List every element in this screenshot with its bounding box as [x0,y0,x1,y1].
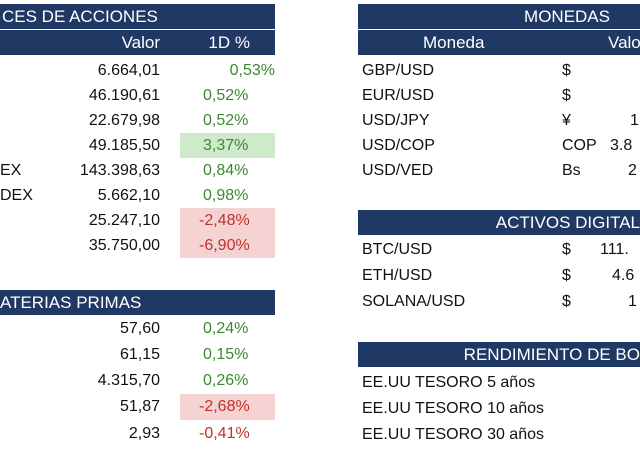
acciones-title-bar: CES DE ACCIONES [0,4,275,29]
table-row: 25.247,10 -2,48% [0,208,275,233]
table-row: ETH/USD $ 4.6 [362,263,640,288]
row-pair: SOLANA/USD [362,293,466,310]
row-change: 0,26% [203,372,249,389]
row-symbol: $ [562,87,571,104]
row-change: 0,15% [203,346,249,363]
row-label: EE.UU TESORO 30 años [362,426,544,443]
monedas-col-valor: Valo [608,33,640,52]
table-row: EE.UU TESORO 30 años [362,422,640,447]
row-change: -0,41% [199,425,250,442]
row-value: 111. [600,241,629,258]
table-row: 35.750,00 -6,90% [0,233,275,258]
row-valor: 25.247,10 [88,212,160,229]
row-pair: USD/JPY [362,112,430,129]
row-valor: 57,60 [119,320,160,337]
row-pair: USD/COP [362,137,435,154]
row-pair: EUR/USD [362,87,435,104]
row-pair: USD/VED [362,162,434,179]
row-valor: 49.185,50 [88,137,160,154]
monedas-col-moneda: Moneda [423,33,485,52]
monedas-title-bar: MONEDAS [358,4,640,29]
row-pair: GBP/USD [362,62,435,79]
materias-title: ATERIAS PRIMAS [0,293,142,312]
table-row: SOLANA/USD $ 1 [362,289,640,314]
table-row: 61,15 0,15% [0,342,275,367]
row-change: 0,52% [203,112,249,129]
table-row: USD/JPY ¥ 1 [362,108,640,133]
row-value: 1 [630,112,639,129]
row-name: EX [0,162,22,179]
highlight-cell [180,208,275,233]
table-row: 4.315,70 0,26% [0,368,275,393]
table-row: 49.185,50 3,37% [0,133,275,158]
row-valor: 61,15 [119,346,160,363]
row-symbol: Bs [562,162,581,179]
highlight-cell [180,133,275,158]
row-name: DEX [0,187,33,204]
row-symbol: ¥ [562,112,571,129]
row-change: 0,98% [203,187,249,204]
row-value: 3.8 [610,137,633,154]
row-valor: 5.662,10 [97,187,160,204]
monedas-title: MONEDAS [524,7,610,26]
table-row: DEX 5.662,10 0,98% [0,183,275,208]
activos-title-bar: ACTIVOS DIGITAL [358,210,640,235]
row-change: -2,48% [199,212,250,229]
table-row: EE.UU TESORO 10 años [362,396,640,421]
row-symbol: $ [562,241,571,258]
table-row: GBP/USD $ [362,58,640,83]
rendimiento-title: RENDIMIENTO DE BO [463,345,640,364]
table-row: 57,60 0,24% [0,316,275,341]
row-pair: ETH/USD [362,267,433,284]
acciones-column-header: Valor 1D % [0,30,275,55]
row-valor: 4.315,70 [97,372,160,389]
table-row: 2,93 -0,41% [0,421,275,446]
table-row: 22.679,98 0,52% [0,108,275,133]
row-value: 2 [628,162,637,179]
acciones-col-valor: Valor [121,33,160,52]
acciones-col-1d: 1D % [208,33,250,52]
highlight-cell [180,233,275,258]
row-valor: 46.190,61 [88,87,160,104]
row-symbol: $ [562,293,571,310]
row-change: 0,84% [203,162,249,179]
row-value: 4.6 [612,267,635,284]
table-row: EX 143.398,63 0,84% [0,158,275,183]
row-change: 0,53% [229,62,275,79]
row-label: EE.UU TESORO 10 años [362,400,544,417]
activos-title: ACTIVOS DIGITAL [495,213,640,232]
row-valor: 143.398,63 [79,162,160,179]
row-label: EE.UU TESORO 5 años [362,374,536,391]
table-row: EE.UU TESORO 5 años [362,370,640,395]
row-change: -6,90% [199,237,250,254]
row-valor: 51,87 [119,398,160,415]
row-pair: BTC/USD [362,241,433,258]
materias-title-bar: ATERIAS PRIMAS [0,290,275,315]
row-symbol: COP [562,137,597,154]
table-row: EUR/USD $ [362,83,640,108]
row-valor: 2,93 [128,425,160,442]
row-valor: 6.664,01 [97,62,160,79]
row-change: -2,68% [199,398,250,415]
rendimiento-title-bar: RENDIMIENTO DE BO [358,342,640,367]
row-change: 3,37% [203,137,249,154]
table-row: 51,87 -2,68% [0,394,275,419]
highlight-cell [180,394,275,420]
table-row: USD/VED Bs 2 [362,158,640,183]
row-change: 0,52% [203,87,249,104]
row-valor: 22.679,98 [88,112,160,129]
row-value: 1 [628,293,637,310]
monedas-column-header: Moneda Valo [358,30,640,55]
table-row: BTC/USD $ 111. [362,237,640,262]
row-symbol: $ [562,267,571,284]
table-row: 6.664,01 0,53% [0,58,275,83]
table-row: USD/COP COP 3.8 [362,133,640,158]
row-change: 0,24% [203,320,249,337]
row-valor: 35.750,00 [88,237,160,254]
row-symbol: $ [562,62,571,79]
acciones-title: CES DE ACCIONES [2,7,158,26]
table-row: 46.190,61 0,52% [0,83,275,108]
